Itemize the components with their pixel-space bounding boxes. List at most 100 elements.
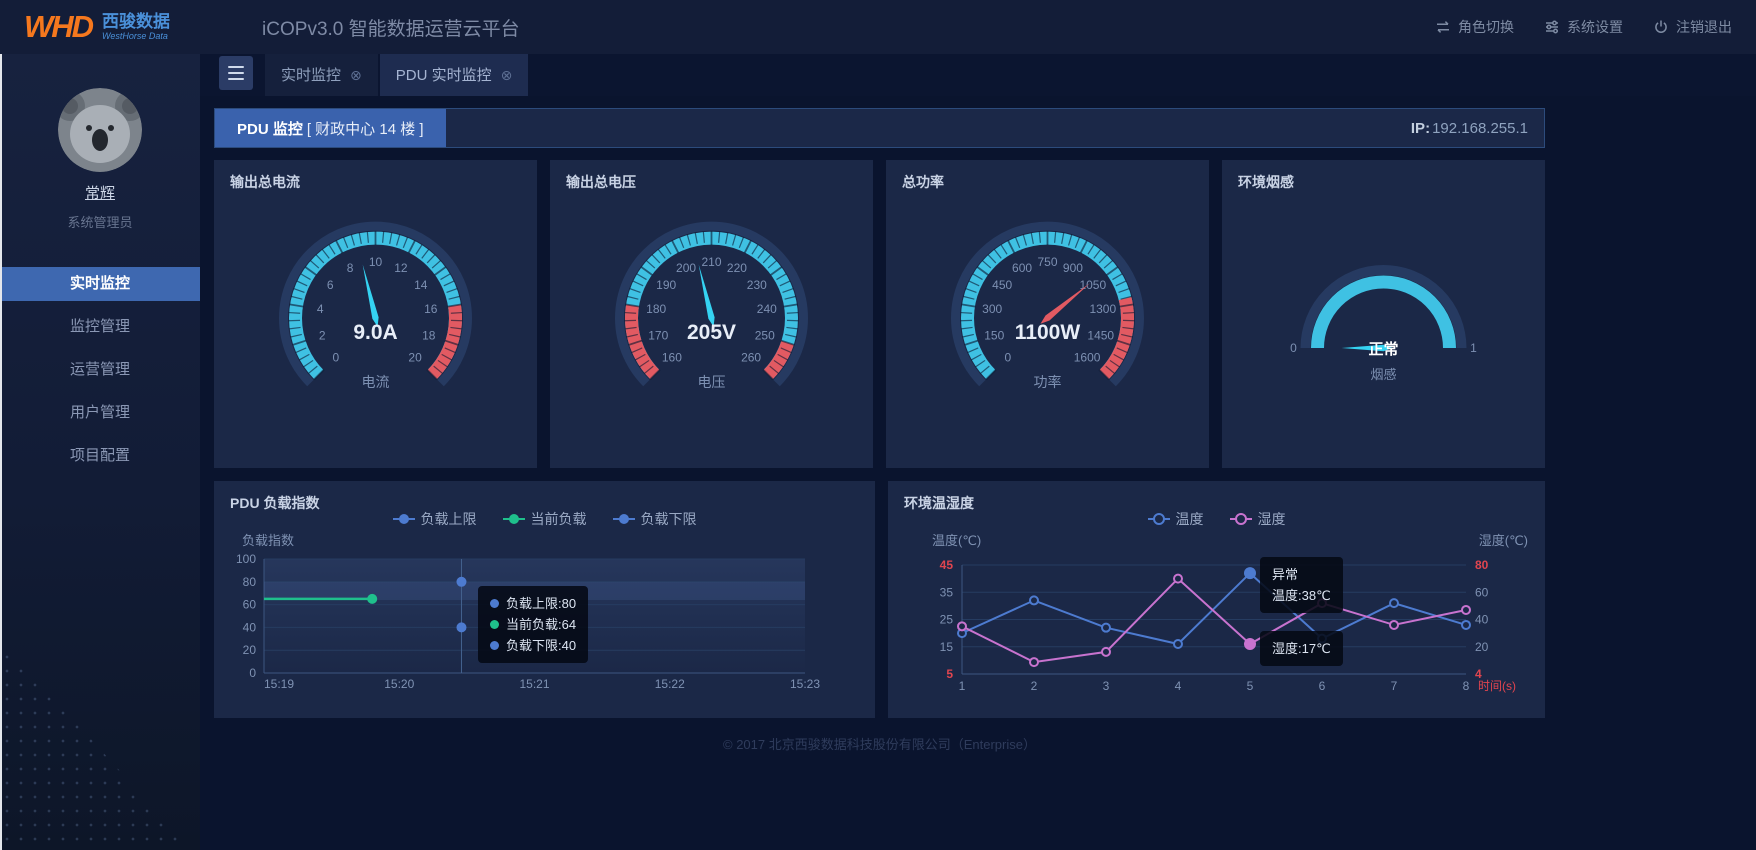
gauge-band <box>1311 275 1456 349</box>
legend-current-load[interactable]: 当前负载 <box>502 509 587 529</box>
gauge-axis-label: 220 <box>727 261 747 275</box>
data-point[interactable] <box>1173 573 1183 584</box>
data-point-active[interactable] <box>1244 567 1256 580</box>
x-tick-label: 8 <box>1463 679 1470 693</box>
x-tick-label: 1 <box>959 679 966 693</box>
left-tick-label: 5 <box>946 667 953 681</box>
data-point[interactable] <box>1029 595 1039 606</box>
legend-upper-limit[interactable]: 负载上限 <box>392 509 477 529</box>
x-tick-label: 7 <box>1391 679 1398 693</box>
legend-marker <box>1229 513 1252 525</box>
gauge-red-zone <box>1099 297 1134 380</box>
load-chart-card: PDU 负载指数 负载上限 当前负载 负载下限 <box>214 481 875 718</box>
y-tick-label: 100 <box>236 552 256 566</box>
system-settings-label: 系统设置 <box>1567 19 1623 35</box>
gauge-axis-label: 230 <box>747 278 767 292</box>
smoke-label: 烟感 <box>1370 367 1397 382</box>
gauge-axis-label: 210 <box>701 255 721 269</box>
legend-marker <box>392 514 415 524</box>
sidebar-item-realtime-monitor[interactable]: 实时监控 <box>0 267 200 301</box>
data-point[interactable] <box>456 576 467 587</box>
load-chart-legend: 负载上限 当前负载 负载下限 <box>214 509 875 529</box>
gauge-axis-label: 450 <box>992 278 1012 292</box>
card-title: 总功率 <box>902 174 944 190</box>
y-tick-label: 60 <box>243 598 257 612</box>
gauge-axis-label: 200 <box>676 261 696 275</box>
sidebar-menu: 实时监控 监控管理 运营管理 用户管理 项目配置 <box>0 267 200 473</box>
data-point[interactable] <box>1389 619 1399 630</box>
header-actions: 角色切换 系统设置 注销退出 <box>1435 17 1732 37</box>
data-point[interactable] <box>367 593 378 604</box>
data-point[interactable] <box>1029 657 1039 668</box>
gauge-value: 1100W <box>1014 321 1081 344</box>
legend-temperature[interactable]: 温度 <box>1147 509 1204 529</box>
x-tick-label: 15:21 <box>519 677 549 691</box>
tab-close-icon[interactable]: ⊗ <box>500 67 513 83</box>
sidebar-item-project-config[interactable]: 项目配置 <box>69 447 130 464</box>
logout-label: 注销退出 <box>1676 19 1732 35</box>
tab-close-icon[interactable]: ⊗ <box>350 67 362 83</box>
data-point[interactable] <box>1101 646 1111 657</box>
smoke-status: 正常 <box>1368 341 1399 358</box>
y-tick-label: 40 <box>243 620 257 634</box>
legend-marker <box>612 514 635 524</box>
gauge-axis-label: 160 <box>662 351 682 365</box>
brand-name-en: WestHorse Data <box>102 31 168 41</box>
page-content: PDU 监控 [ 财政中心 14 楼 ] IP: 192.168.255.1 输出… <box>214 96 1545 753</box>
left-axis-name: 温度(℃) <box>932 533 981 548</box>
data-point[interactable] <box>957 621 967 632</box>
sidebar-item-operation-manage[interactable]: 运营管理 <box>69 361 130 378</box>
legend-lower-limit[interactable]: 负载下限 <box>612 509 697 529</box>
right-tick-label: 80 <box>1475 558 1489 572</box>
gauge-axis-label: 260 <box>741 351 761 365</box>
legend-marker <box>502 514 525 524</box>
temperature-tooltip: 异常 温度:38℃ <box>1260 557 1343 613</box>
tab-pdu-realtime-monitor[interactable]: PDU 实时监控 ⊗ <box>379 54 529 96</box>
sidebar-item-user-manage[interactable]: 用户管理 <box>69 404 130 421</box>
data-point[interactable] <box>1173 639 1183 650</box>
y-axis-name: 负载指数 <box>242 533 294 548</box>
power-gauge-card: 总功率 0 150 300 450 600 750 900 1050 1300 1450 1600 … <box>886 160 1209 468</box>
system-settings-button[interactable]: 系统设置 <box>1544 17 1623 37</box>
current-gauge-card: 输出总电流 0 2 4 6 8 10 12 14 16 18 20 9.0A 电流 <box>214 160 537 468</box>
hamburger-menu-button[interactable] <box>219 56 253 90</box>
sidebar-item-monitor-manage[interactable]: 监控管理 <box>69 318 130 335</box>
data-point[interactable] <box>1461 619 1471 630</box>
left-tick-label: 25 <box>940 613 954 627</box>
legend-humidity[interactable]: 湿度 <box>1229 509 1286 529</box>
x-tick-label: 15:23 <box>790 677 820 691</box>
role-switch-button[interactable]: 角色切换 <box>1435 17 1514 37</box>
tab-realtime-monitor[interactable]: 实时监控 ⊗ <box>265 54 378 96</box>
series-line <box>961 577 1467 664</box>
gauge-axis-label: 1600 <box>1074 351 1101 365</box>
brand-name-cn: 西骏数据 <box>102 12 171 31</box>
data-point[interactable] <box>1389 598 1399 609</box>
load-chart-tooltip: 负载上限:80 当前负载:64 负载下限:40 <box>478 586 589 663</box>
role-switch-label: 角色切换 <box>1458 19 1514 35</box>
y-tick-label: 80 <box>243 575 257 589</box>
gauge-axis-label: 1450 <box>1087 328 1114 342</box>
logout-button[interactable]: 注销退出 <box>1653 17 1732 37</box>
voltage-gauge-card: 输出总电压 160 170 180 190 200 210 220 230 240 250 260 … <box>550 160 873 468</box>
page-title: PDU 监控 [ 财政中心 14 楼 ] <box>215 109 446 147</box>
x-tick-label: 4 <box>1175 679 1182 693</box>
left-tick-label: 15 <box>940 640 954 654</box>
gauge-unit: 电流 <box>361 374 390 390</box>
app-header: WHD 西骏数据 WestHorse Data iCOPv3.0 智能数据运营云… <box>0 0 1756 54</box>
gauge-unit: 功率 <box>1033 374 1062 390</box>
gauge-axis-label: 750 <box>1037 255 1057 269</box>
gauge-axis-label: 0 <box>333 351 340 365</box>
data-point-active[interactable] <box>1244 638 1256 651</box>
right-tick-label: 4 <box>1475 667 1482 681</box>
window-edge-strip <box>0 54 2 850</box>
data-point[interactable] <box>1461 604 1471 615</box>
user-role: 系统管理员 <box>67 215 133 230</box>
data-point[interactable] <box>1101 622 1111 633</box>
data-point[interactable] <box>456 622 467 633</box>
card-title: 输出总电压 <box>566 174 636 190</box>
